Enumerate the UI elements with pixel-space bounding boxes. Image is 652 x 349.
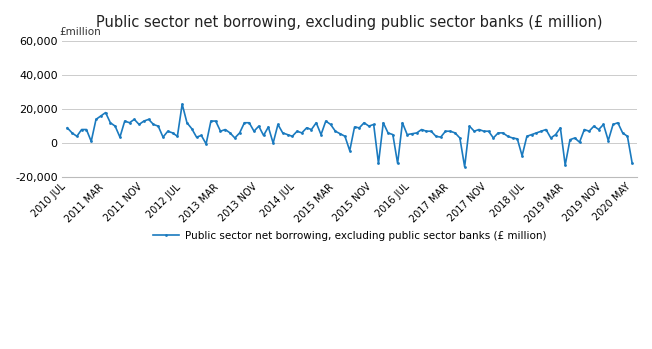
Legend: Public sector net borrowing, excluding public sector banks (£ million): Public sector net borrowing, excluding p… [153,231,546,241]
Public sector net borrowing, excluding public sector banks (£ million) [245,121,253,125]
Title: Public sector net borrowing, excluding public sector banks (£ million): Public sector net borrowing, excluding p… [96,15,603,30]
Public sector net borrowing, excluding public sector banks (£ million) [398,121,406,125]
Public sector net borrowing, excluding public sector banks (£ million) [557,126,565,130]
Public sector net borrowing, excluding public sector banks (£ million) [178,102,186,106]
Public sector net borrowing, excluding public sector banks (£ million) [63,126,71,130]
Public sector net borrowing, excluding public sector banks (£ million) [527,133,535,137]
Public sector net borrowing, excluding public sector banks (£ million) [484,129,492,133]
Line: Public sector net borrowing, excluding public sector banks (£ million): Public sector net borrowing, excluding p… [66,103,634,168]
Public sector net borrowing, excluding public sector banks (£ million) [629,161,636,165]
Public sector net borrowing, excluding public sector banks (£ million) [461,165,469,169]
Public sector net borrowing, excluding public sector banks (£ million) [183,121,191,125]
Text: £million: £million [59,27,101,37]
